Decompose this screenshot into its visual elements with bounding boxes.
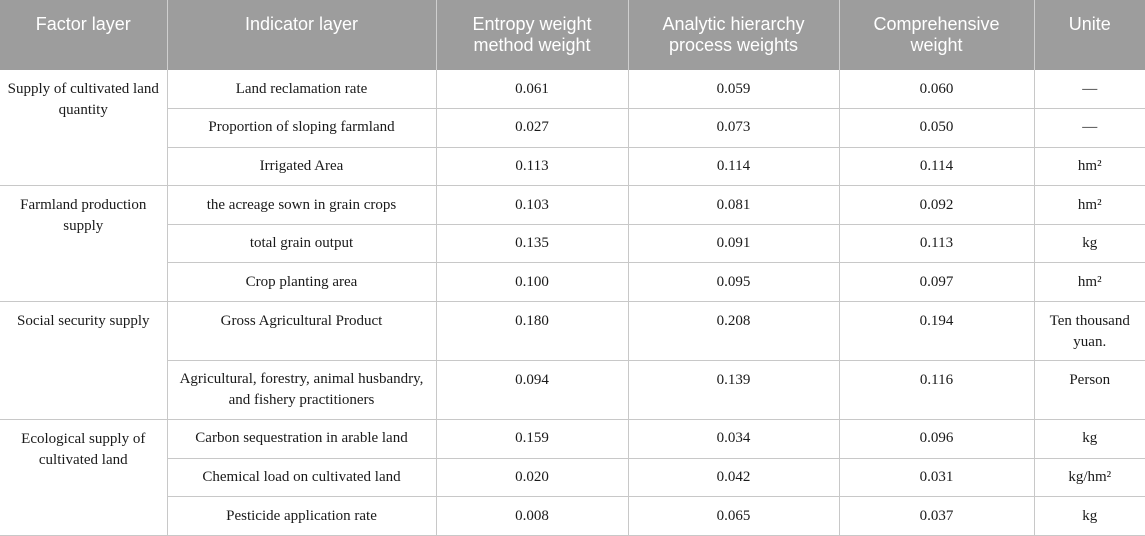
comprehensive-cell: 0.116 [839, 360, 1035, 421]
comprehensive-cell: 0.114 [839, 147, 1035, 187]
entropy-cell: 0.180 [436, 301, 629, 362]
comprehensive-cell: 0.097 [839, 262, 1035, 303]
entropy-cell: 0.135 [436, 224, 629, 264]
table-row: Irrigated Area 0.113 0.114 0.114 hm² [0, 147, 1145, 187]
factor-cell: Supply of cultivated land quantity [0, 70, 168, 187]
table-row: Proportion of sloping farmland 0.027 0.0… [0, 108, 1145, 148]
table-row: Ecological supply of cultivated land Car… [0, 419, 1145, 536]
entropy-cell: 0.008 [436, 496, 629, 536]
unit-cell: hm² [1034, 262, 1145, 303]
ahp-cell: 0.059 [628, 70, 840, 110]
comprehensive-cell: 0.060 [839, 70, 1035, 110]
entropy-cell: 0.061 [436, 70, 629, 110]
unit-cell: kg [1034, 224, 1145, 264]
entropy-cell: 0.094 [436, 360, 629, 421]
indicator-cell: Irrigated Area [167, 147, 437, 187]
indicator-cell: the acreage sown in grain crops [167, 185, 437, 225]
ahp-cell: 0.114 [628, 147, 840, 187]
ahp-cell: 0.034 [628, 419, 840, 459]
entropy-cell: 0.027 [436, 108, 629, 148]
table-row: Social security supply Gross Agricultura… [0, 301, 1145, 421]
header-comprehensive-weight: Comprehensive weight [839, 0, 1035, 70]
indicator-cell: Pesticide application rate [167, 496, 437, 536]
comprehensive-cell: 0.113 [839, 224, 1035, 264]
table-row: Pesticide application rate 0.008 0.065 0… [0, 496, 1145, 536]
header-ahp-weight: Analytic hierarchy process weights [628, 0, 840, 70]
unit-cell: kg [1034, 419, 1145, 459]
indicator-cell: total grain output [167, 224, 437, 264]
entropy-cell: 0.113 [436, 147, 629, 187]
table-row: Crop planting area 0.100 0.095 0.097 hm² [0, 262, 1145, 303]
unit-cell: kg/hm² [1034, 458, 1145, 498]
header-unit: Unite [1034, 0, 1145, 70]
indicator-cell: Crop planting area [167, 262, 437, 303]
ahp-cell: 0.081 [628, 185, 840, 225]
table-row: Supply of cultivated land quantity Land … [0, 70, 1145, 187]
indicator-cell: Chemical load on cultivated land [167, 458, 437, 498]
entropy-cell: 0.159 [436, 419, 629, 459]
table-row: Farmland production supply the acreage s… [0, 185, 1145, 303]
unit-cell: Ten thousand yuan. [1034, 301, 1145, 362]
entropy-cell: 0.100 [436, 262, 629, 303]
ahp-cell: 0.042 [628, 458, 840, 498]
header-row: Factor layer Indicator layer Entropy wei… [0, 0, 1145, 70]
entropy-cell: 0.103 [436, 185, 629, 225]
factor-cell: Social security supply [0, 301, 168, 421]
unit-cell: Person [1034, 360, 1145, 421]
indicator-cell: Proportion of sloping farmland [167, 108, 437, 148]
ahp-cell: 0.065 [628, 496, 840, 536]
unit-cell: kg [1034, 496, 1145, 536]
ahp-cell: 0.208 [628, 301, 840, 362]
ahp-cell: 0.073 [628, 108, 840, 148]
ahp-cell: 0.091 [628, 224, 840, 264]
unit-cell: hm² [1034, 185, 1145, 225]
indicator-cell: Gross Agricultural Product [167, 301, 437, 362]
entropy-cell: 0.020 [436, 458, 629, 498]
header-entropy-weight: Entropy weight method weight [436, 0, 629, 70]
unit-cell: hm² [1034, 147, 1145, 187]
comprehensive-cell: 0.194 [839, 301, 1035, 362]
unit-cell: — [1034, 70, 1145, 110]
ahp-cell: 0.095 [628, 262, 840, 303]
comprehensive-cell: 0.092 [839, 185, 1035, 225]
table-row: total grain output 0.135 0.091 0.113 kg [0, 224, 1145, 264]
header-indicator-layer: Indicator layer [167, 0, 437, 70]
indicator-cell: Land reclamation rate [167, 70, 437, 110]
ahp-cell: 0.139 [628, 360, 840, 421]
unit-cell: — [1034, 108, 1145, 148]
factor-cell: Farmland production supply [0, 185, 168, 303]
factor-cell: Ecological supply of cultivated land [0, 419, 168, 536]
comprehensive-cell: 0.096 [839, 419, 1035, 459]
comprehensive-cell: 0.031 [839, 458, 1035, 498]
comprehensive-cell: 0.050 [839, 108, 1035, 148]
table-row: Agricultural, forestry, animal husbandry… [0, 360, 1145, 421]
indicator-cell: Carbon sequestration in arable land [167, 419, 437, 459]
indicator-cell: Agricultural, forestry, animal husbandry… [167, 360, 437, 421]
table-row: Chemical load on cultivated land 0.020 0… [0, 458, 1145, 498]
header-factor-layer: Factor layer [0, 0, 168, 70]
comprehensive-cell: 0.037 [839, 496, 1035, 536]
